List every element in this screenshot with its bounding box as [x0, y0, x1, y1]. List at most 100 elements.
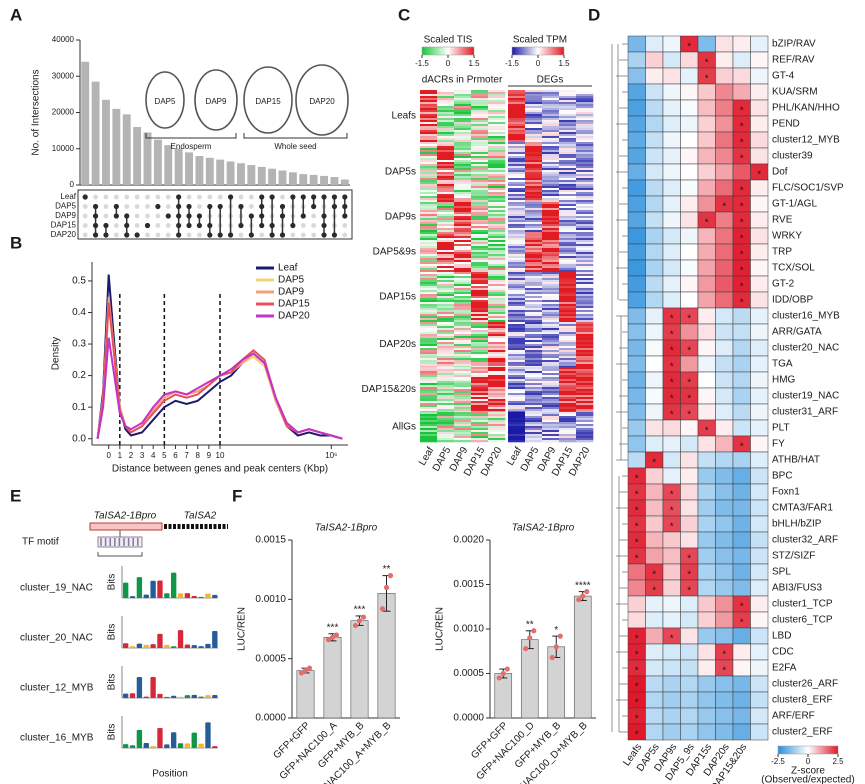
matrix-dot-bg	[93, 194, 98, 200]
heatmap-stripe	[471, 142, 489, 145]
heatmap-stripe	[559, 294, 577, 297]
heatmap-stripe	[525, 138, 543, 141]
heatmap-stripe	[471, 385, 489, 388]
heatmap-stripe	[454, 282, 472, 285]
heatmap-stripe	[420, 422, 438, 425]
heatmap-cell	[662, 611, 681, 629]
heatmap-stripe	[542, 94, 560, 97]
heatmap-stripe	[576, 208, 594, 211]
heatmap-cell	[697, 227, 716, 245]
heatmap-stripe	[508, 250, 526, 253]
heatmap-stripe	[420, 96, 438, 99]
bar	[320, 175, 328, 185]
heatmap-stripe	[437, 278, 455, 281]
heatmap-stripe	[542, 110, 560, 113]
heatmap-cell	[697, 291, 716, 309]
heatmap-stripe	[542, 216, 560, 219]
heatmap-stripe	[471, 420, 489, 423]
heatmap-stripe	[454, 290, 472, 293]
heatmap-stripe	[488, 222, 506, 225]
heatmap-stripe	[437, 362, 455, 365]
heatmap-stripe	[559, 176, 577, 179]
heatmap-stripe	[437, 298, 455, 301]
significance-star: *	[635, 666, 639, 677]
bar	[494, 673, 513, 719]
heatmap-stripe	[437, 108, 455, 111]
heatmap-stripe	[559, 405, 577, 408]
heatmap-stripe	[420, 282, 438, 285]
heatmap-stripe	[420, 158, 438, 161]
heatmap-stripe	[420, 256, 438, 259]
heatmap-stripe	[542, 298, 560, 301]
heatmap-stripe	[559, 114, 577, 117]
heatmap-stripe	[508, 188, 526, 191]
heatmap-cell	[732, 323, 751, 341]
heatmap-stripe	[454, 430, 472, 433]
heatmap-stripe	[542, 106, 560, 109]
heatmap-stripe	[508, 160, 526, 163]
heatmap-stripe	[525, 422, 543, 425]
heatmap-cell	[645, 531, 664, 549]
heatmap-stripe	[471, 424, 489, 427]
heatmap-cell	[627, 227, 646, 245]
heatmap-stripe	[542, 212, 560, 215]
data-point	[496, 675, 502, 681]
heatmap-stripe	[420, 334, 438, 337]
significance-star: *	[740, 234, 744, 245]
heatmap-stripe	[576, 156, 594, 159]
heatmap-stripe	[420, 110, 438, 113]
heatmap-stripe	[525, 122, 543, 125]
heatmap-stripe	[508, 122, 526, 125]
heatmap-stripe	[576, 230, 594, 233]
heatmap-cell	[627, 179, 646, 197]
heatmap-stripe	[488, 340, 506, 343]
seed-bracket	[243, 133, 348, 139]
heatmap-stripe	[542, 218, 560, 221]
significance-star: *	[687, 554, 691, 565]
heatmap-stripe	[437, 387, 455, 390]
colorbar-tick-label: 2.5	[832, 757, 844, 766]
heatmap-cell	[662, 579, 681, 597]
heatmap-stripe	[471, 354, 489, 357]
heatmap-stripe	[525, 114, 543, 117]
heatmap-stripe	[508, 403, 526, 406]
heatmap-stripe	[576, 422, 594, 425]
heatmap-stripe	[454, 350, 472, 353]
heatmap-stripe	[437, 308, 455, 311]
heatmap-stripe	[437, 381, 455, 384]
heatmap-stripe	[454, 440, 472, 443]
heatmap-stripe	[437, 405, 455, 408]
heatmap-stripe	[559, 160, 577, 163]
heatmap-stripe	[454, 224, 472, 227]
heatmap-stripe	[488, 298, 506, 301]
heatmap-stripe	[542, 206, 560, 209]
heatmap-stripe	[508, 348, 526, 351]
heatmap-stripe	[559, 142, 577, 145]
heatmap-stripe	[420, 120, 438, 123]
heatmap-stripe	[542, 102, 560, 105]
heatmap-stripe	[437, 356, 455, 359]
heatmap-stripe	[576, 206, 594, 209]
row-label: cluster19_NAC	[772, 391, 839, 402]
heatmap-stripe	[454, 128, 472, 131]
heatmap-stripe	[508, 200, 526, 203]
heatmap-stripe	[488, 252, 506, 255]
heatmap-stripe	[559, 262, 577, 265]
heatmap-stripe	[420, 389, 438, 392]
heatmap-cell	[715, 67, 734, 85]
significance-label: ***	[327, 622, 339, 633]
heatmap-stripe	[420, 114, 438, 117]
heatmap-cell	[697, 451, 716, 469]
heatmap-stripe	[420, 244, 438, 247]
y-tick-label: 0.4	[72, 307, 86, 318]
heatmap-stripe	[488, 304, 506, 307]
heatmap-stripe	[525, 304, 543, 307]
heatmap-stripe	[542, 348, 560, 351]
heatmap-stripe	[437, 364, 455, 367]
significance-star: *	[740, 282, 744, 293]
heatmap-cell	[750, 643, 769, 661]
heatmap-stripe	[542, 399, 560, 402]
heatmap-stripe	[542, 210, 560, 213]
heatmap-stripe	[508, 260, 526, 263]
colorbar-tick-label: -1.5	[415, 59, 429, 68]
